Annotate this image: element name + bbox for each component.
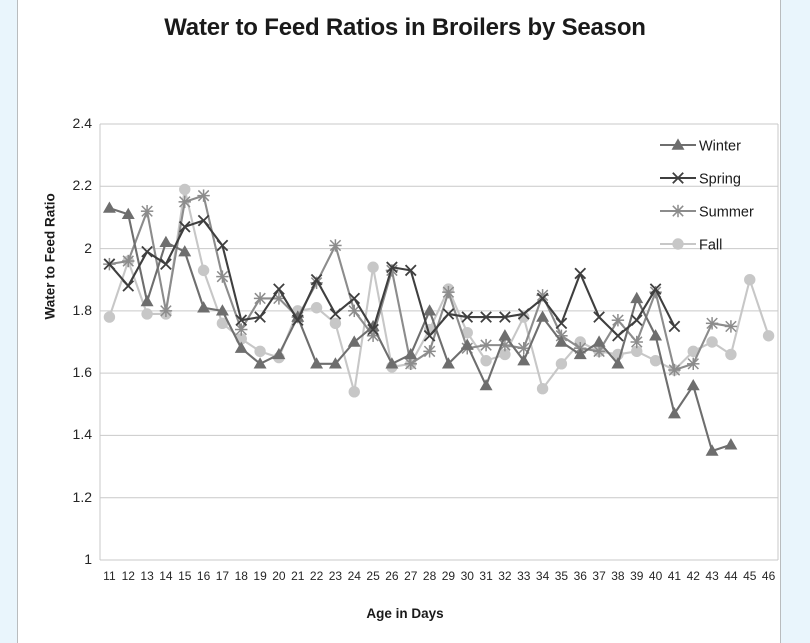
- y-tick-label: 1.8: [72, 301, 92, 318]
- x-axis-title: Age in Days: [366, 606, 444, 621]
- x-tick-label: 46: [761, 569, 776, 583]
- y-tick-label: 1: [84, 551, 92, 567]
- x-tick-label: 29: [441, 569, 456, 583]
- data-series-layer: [102, 183, 775, 456]
- legend-item-summer[interactable]: Summer: [660, 205, 754, 221]
- legend-item-fall[interactable]: Fall: [660, 238, 722, 254]
- legend-label: Summer: [699, 205, 754, 221]
- x-tick-label: 22: [309, 569, 324, 583]
- x-tick-label: 42: [686, 569, 700, 583]
- x-tick-label: 11: [103, 569, 116, 583]
- x-tick-label: 23: [328, 569, 343, 583]
- x-tick-label: 39: [630, 569, 644, 583]
- x-tick-label: 19: [253, 569, 267, 583]
- y-tick-label: 2.2: [72, 177, 92, 194]
- legend-label: Fall: [699, 238, 722, 254]
- chart-legend: Winter Spring Summer Fall: [660, 138, 754, 254]
- y-gridlines: [100, 123, 778, 561]
- y-tick-label: 1.4: [72, 426, 92, 443]
- x-tick-label: 17: [215, 569, 230, 583]
- y-tick-label: 1.6: [72, 364, 92, 381]
- x-tick-label: 43: [705, 569, 719, 583]
- series-winter: [102, 201, 738, 456]
- x-tick-label: 31: [479, 569, 493, 583]
- x-tick-label: 13: [140, 569, 154, 583]
- x-tick-label: 45: [743, 569, 757, 583]
- x-tick-label: 16: [196, 569, 211, 583]
- y-tick-label: 1.2: [72, 488, 92, 505]
- y-tick-label: 2.4: [72, 115, 92, 131]
- x-tick-label: 14: [159, 569, 173, 583]
- x-tick-label: 32: [498, 569, 512, 583]
- x-tick-label: 33: [517, 569, 531, 583]
- x-tick-label: 15: [178, 569, 192, 583]
- y-tick-label: 2: [84, 239, 92, 256]
- x-tick-label: 37: [592, 569, 606, 583]
- axis-frame: [99, 124, 779, 561]
- legend-label: Spring: [699, 172, 741, 188]
- series-spring: [103, 214, 681, 342]
- legend-item-winter[interactable]: Winter: [660, 138, 741, 155]
- x-tick-label: 24: [347, 569, 361, 583]
- x-tick-label: 20: [272, 569, 286, 583]
- legend-item-spring[interactable]: Spring: [660, 172, 741, 188]
- x-tick-label: 30: [460, 569, 474, 583]
- legend-label: Winter: [699, 139, 741, 155]
- chart-title: Water to Feed Ratios in Broilers by Seas…: [164, 14, 646, 41]
- y-axis-title: Water to Feed Ratio: [43, 193, 58, 319]
- right-page-margin: [780, 0, 810, 643]
- x-tick-label: 40: [648, 569, 663, 583]
- x-tick-label: 44: [724, 569, 738, 583]
- x-tick-label: 41: [667, 569, 682, 583]
- x-tick-label: 28: [422, 569, 437, 583]
- x-tick-label: 38: [611, 569, 625, 583]
- x-tick-label: 12: [121, 569, 135, 583]
- x-tick-label: 18: [234, 569, 248, 583]
- x-tick-label: 27: [404, 569, 418, 583]
- x-tick-label: 26: [385, 569, 399, 583]
- y-axis-title-text: Water to Feed Ratio: [42, 193, 58, 320]
- x-tick-label: 34: [535, 569, 550, 583]
- left-page-margin: [0, 0, 18, 643]
- x-tick-label: 21: [291, 569, 305, 583]
- x-tick-label: 35: [554, 569, 569, 583]
- x-tick-label: 36: [573, 569, 587, 583]
- x-tick-label: 25: [366, 569, 380, 583]
